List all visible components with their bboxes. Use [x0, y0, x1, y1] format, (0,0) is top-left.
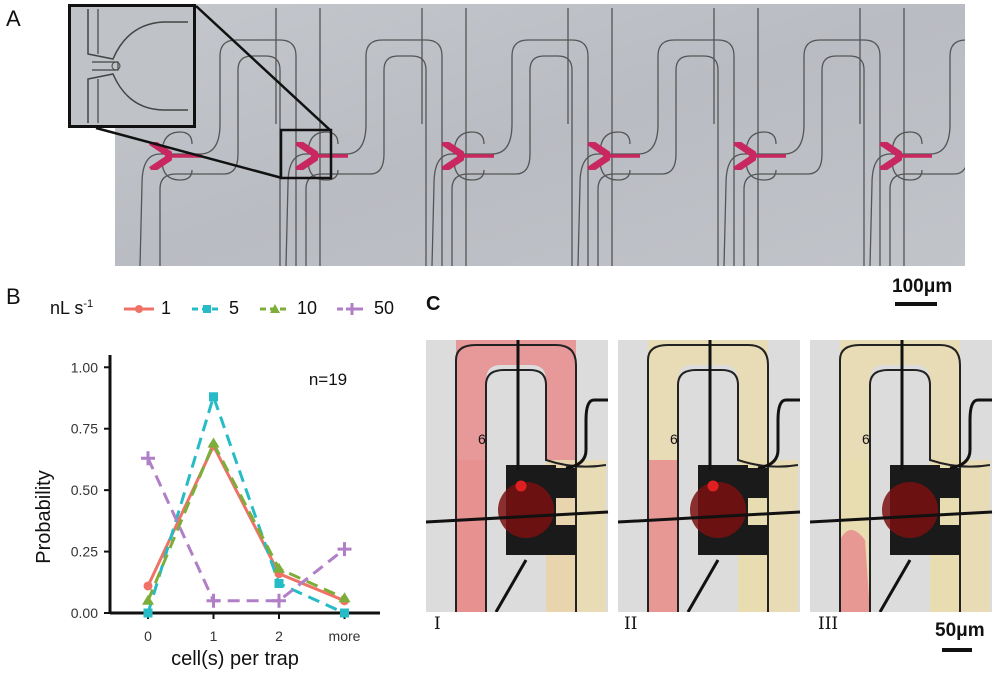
- data-point: [206, 593, 221, 608]
- scale-bar-c: [942, 648, 972, 652]
- cell-marker-dot: [515, 480, 527, 492]
- probability-line-chart: 0.00 0.25 0.50 0.75 1.00 0 1 2 more n=19 cell(s)…: [33, 355, 380, 670]
- legend-label-10: 10: [297, 298, 318, 318]
- cell-marker-dot: [707, 480, 719, 492]
- series-line: [146, 442, 346, 603]
- frame-label-3: III: [818, 614, 839, 634]
- data-point: [209, 392, 218, 402]
- x-axis-title: cell(s) per trap: [171, 648, 299, 670]
- y-tick-label: 0.75: [71, 421, 98, 437]
- y-tick-label: 0.25: [71, 544, 98, 560]
- panel-label-a: A: [6, 6, 21, 31]
- x-tick-label: 1: [210, 628, 218, 644]
- series-10: [142, 437, 351, 605]
- panel-label-b: B: [6, 284, 21, 309]
- x-tick-label: more: [329, 628, 361, 644]
- legend-item-5: 5: [190, 298, 239, 319]
- data-point: [207, 437, 220, 448]
- series-1: [143, 441, 349, 606]
- data-point: [143, 581, 153, 591]
- scale-bar-label-c: 50μm: [935, 620, 985, 641]
- legend-label-50: 50: [374, 298, 395, 318]
- series-50: [141, 451, 352, 608]
- zoom-inset: [68, 4, 196, 128]
- series-line: [146, 391, 346, 615]
- legend-item-50: 50: [335, 298, 394, 319]
- y-axis-title: Probability: [33, 470, 55, 563]
- series-line: [146, 457, 346, 603]
- series-5: [143, 391, 349, 618]
- x-tick-label: 2: [275, 628, 283, 644]
- data-point: [340, 608, 349, 618]
- x-tick-label: 0: [144, 628, 152, 644]
- microscopy-image-traps: [115, 4, 965, 266]
- series-line: [146, 439, 346, 602]
- frame-label-1: I: [434, 614, 441, 634]
- data-point: [142, 594, 154, 605]
- y-tick-label: 1.00: [71, 359, 98, 375]
- zoom-connector-lines: [95, 5, 333, 180]
- overlay-frame-2: 6: [617, 340, 801, 613]
- scale-bar-label-a: 100μm: [892, 276, 953, 297]
- legend-item-1: 1: [122, 298, 171, 319]
- panel-c-frames: 6 6 6: [425, 340, 1000, 613]
- data-point: [337, 542, 352, 557]
- data-point: [141, 451, 155, 466]
- y-tick-label: 0.00: [71, 605, 98, 621]
- y-tick-label: 0.50: [71, 482, 98, 498]
- data-point: [143, 608, 153, 618]
- sample-size-annotation: n=19: [309, 370, 347, 389]
- chart-legend: nL s-1 1 5 10 50: [50, 298, 410, 324]
- legend-title: nL s-1: [50, 298, 94, 318]
- data-point: [338, 592, 351, 603]
- chamber-number: 6: [670, 431, 678, 447]
- overlay-frame-1: 6: [425, 340, 609, 613]
- data-point: [272, 593, 286, 608]
- legend-item-10: 10: [258, 298, 317, 319]
- chamber-number: 6: [862, 431, 870, 447]
- data-point: [273, 562, 285, 573]
- panel-label-c: C: [426, 293, 441, 315]
- legend-label-1: 1: [161, 298, 172, 318]
- data-point: [274, 579, 284, 589]
- frame-label-2: II: [624, 614, 638, 634]
- chamber-number: 6: [478, 431, 486, 447]
- trap-channel: [275, 8, 467, 266]
- overlay-frame-3: 6: [809, 340, 993, 613]
- legend-label-5: 5: [229, 298, 240, 318]
- scale-bar-a: [895, 302, 937, 306]
